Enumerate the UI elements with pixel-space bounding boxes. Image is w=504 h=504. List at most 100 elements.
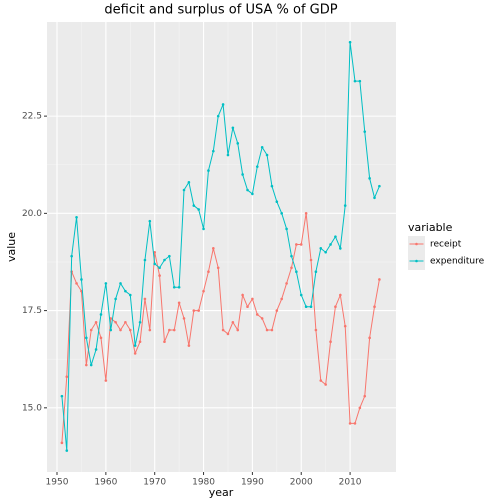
- panel: [47, 22, 396, 472]
- data-point: [207, 169, 210, 172]
- data-point: [231, 320, 235, 324]
- data-point: [207, 270, 210, 273]
- data-point: [270, 328, 274, 332]
- data-point: [329, 340, 332, 344]
- data-point: [255, 165, 259, 168]
- data-point: [378, 278, 381, 281]
- data-point: [104, 282, 108, 285]
- data-point: [124, 320, 127, 324]
- data-point: [275, 309, 279, 312]
- data-point: [241, 293, 244, 297]
- data-point: [114, 297, 117, 301]
- data-point: [216, 114, 220, 118]
- data-point: [324, 250, 327, 254]
- data-point: [280, 297, 284, 301]
- data-point: [94, 348, 98, 351]
- data-point: [163, 340, 166, 344]
- data-point: [168, 254, 171, 258]
- data-point: [182, 317, 186, 320]
- data-point: [314, 270, 318, 273]
- data-point: [89, 363, 93, 367]
- data-point: [221, 103, 225, 106]
- data-point: [143, 297, 147, 301]
- data-point: [75, 215, 78, 219]
- data-point: [295, 243, 298, 246]
- data-point: [319, 379, 323, 382]
- data-point: [70, 254, 73, 258]
- legend-label: expenditure: [430, 257, 485, 267]
- data-point: [138, 320, 142, 324]
- series-line: [61, 42, 380, 451]
- data-point: [109, 317, 113, 320]
- data-point: [348, 422, 352, 425]
- data-point: [226, 153, 230, 157]
- data-point: [260, 145, 264, 149]
- data-point: [172, 328, 176, 332]
- data-point: [148, 328, 152, 332]
- data-point: [353, 422, 357, 425]
- x-tick-label: 2010: [339, 478, 362, 488]
- data-point: [60, 394, 64, 398]
- data-point: [236, 328, 240, 332]
- y-tick-label: 15.0: [22, 403, 42, 413]
- data-point: [221, 328, 225, 332]
- data-point: [319, 247, 323, 250]
- y-tick-label: 20.0: [22, 209, 42, 219]
- y-tick-label: 22.5: [22, 112, 42, 122]
- data-point: [153, 262, 157, 266]
- data-point: [304, 305, 308, 309]
- x-tick-label: 1970: [143, 478, 166, 488]
- data-point: [339, 293, 342, 297]
- data-point: [246, 305, 249, 309]
- data-point: [163, 258, 166, 262]
- data-point: [128, 293, 132, 297]
- data-point: [324, 383, 327, 386]
- data-point: [109, 328, 113, 332]
- x-tick-label: 1990: [241, 478, 264, 488]
- data-point: [285, 282, 288, 285]
- data-point: [216, 266, 220, 270]
- data-point: [290, 254, 293, 258]
- data-point: [246, 188, 249, 192]
- data-point: [202, 227, 205, 231]
- data-point: [65, 449, 69, 452]
- x-tick-label: 1980: [192, 478, 215, 488]
- data-point: [104, 379, 108, 382]
- data-point: [270, 184, 274, 188]
- data-point: [182, 188, 186, 192]
- legend-title: variable: [408, 221, 453, 234]
- data-point: [94, 320, 98, 324]
- data-point: [177, 285, 181, 289]
- data-point: [280, 212, 284, 215]
- data-point: [260, 317, 264, 320]
- data-point: [172, 285, 176, 289]
- y-tick-label: 17.5: [22, 306, 42, 316]
- data-point: [265, 328, 269, 332]
- data-point: [80, 278, 83, 281]
- data-point: [363, 130, 367, 133]
- data-point: [60, 441, 64, 445]
- data-point: [197, 309, 200, 312]
- data-point: [368, 177, 371, 180]
- data-point: [153, 250, 157, 254]
- legend-point: [415, 259, 418, 263]
- data-point: [192, 204, 196, 207]
- data-point: [275, 200, 279, 203]
- data-point: [133, 352, 137, 355]
- x-tick-label: 1960: [94, 478, 117, 488]
- data-point: [353, 79, 357, 83]
- data-point: [339, 247, 342, 250]
- data-point: [119, 328, 122, 332]
- data-point: [343, 324, 347, 328]
- data-point: [265, 153, 269, 157]
- data-point: [329, 243, 332, 246]
- data-point: [255, 313, 259, 316]
- data-point: [299, 243, 303, 246]
- data-point: [309, 258, 313, 262]
- data-point: [299, 293, 303, 297]
- data-point: [75, 282, 78, 285]
- legend-label: receipt: [430, 240, 462, 250]
- data-point: [124, 289, 127, 293]
- data-point: [158, 266, 161, 270]
- data-point: [202, 289, 205, 293]
